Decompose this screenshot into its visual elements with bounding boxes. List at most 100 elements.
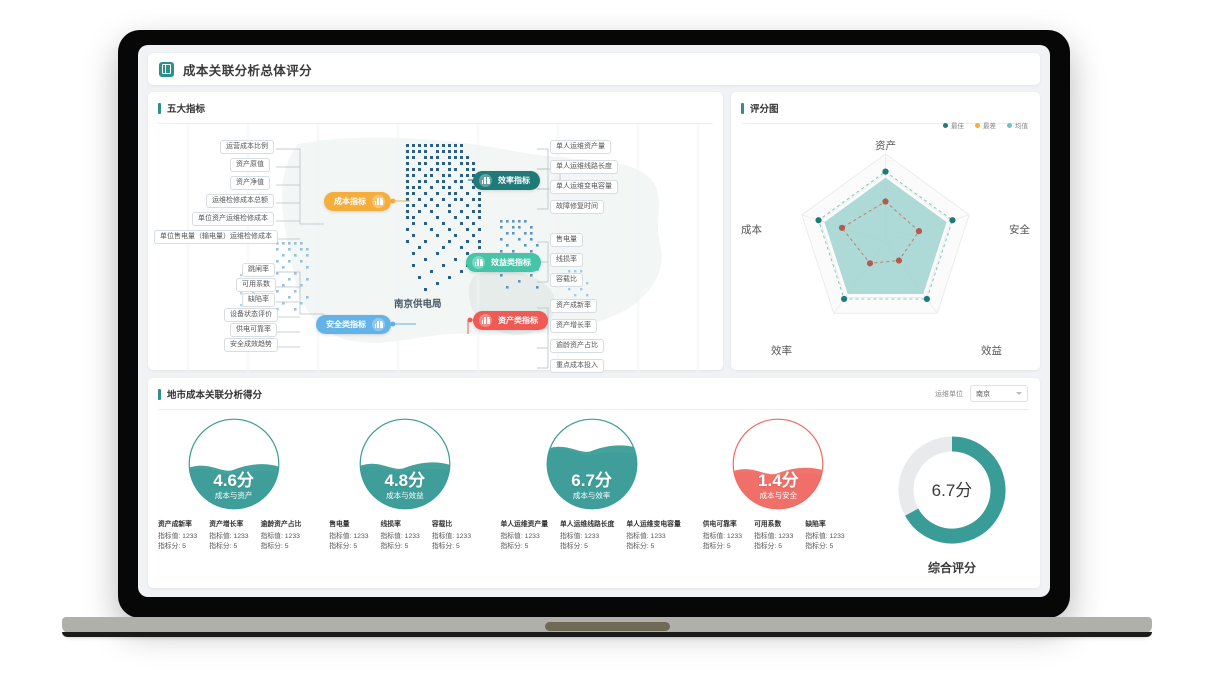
overall-score-col: 6.7分 综合评分 [864,418,1040,576]
leaf-ast-3[interactable]: 重点成本投入 [550,359,604,373]
leaf-eff-1[interactable]: 单人运维线路长度 [550,160,618,174]
node-efficiency-indicator[interactable]: 效率指标 [473,171,540,190]
stat-score: 指标分: 5 [560,543,588,551]
node-asset-indicator[interactable]: 资产类指标 [473,311,548,330]
leaf-safety-2[interactable]: 缺陷率 [242,293,275,307]
gauge-stats-1: 售电量 指标值: 1233 指标分: 5 线损率 指标值: 1233 指标分: 5 容载比指… [319,520,490,553]
bar-chart-icon [372,195,385,208]
accent-bar [158,388,161,400]
stat-score: 指标分: 5 [754,543,783,551]
accent-bar [741,102,744,114]
book-logo-icon [159,61,174,77]
leaf-ast-2[interactable]: 逾龄资产占比 [550,339,604,353]
leaf-cost-2[interactable]: 资产净值 [230,176,270,190]
leaf-cost-5[interactable]: 单位售电量（输电量）运维检修成本 [154,230,278,244]
leaf-safety-0[interactable]: 跳闸率 [242,263,275,277]
stat-name: 单人运维线路长度 [560,521,615,528]
stat-value: 指标值: 1233 [329,532,369,540]
leaf-cost-1[interactable]: 资产原值 [230,158,270,172]
leaf-cost-3[interactable]: 运维检修成本总额 [206,194,274,208]
stat-value: 指标值: 1233 [431,532,472,540]
leaf-ast-1[interactable]: 资产增长率 [550,319,597,333]
chevron-down-icon [1016,392,1022,395]
app-header: 成本关联分析总体评分 [148,53,1040,85]
stat-name: 单人运维变电容量 [626,521,681,528]
node-efficiency-label: 效率指标 [498,176,530,185]
gauge-value-1: 4.8分 [384,470,426,490]
gauge-card-2: 6.7分 成本与效率 单人运维资产量 指标值: 1233 指标分: 5 单人运维线路长度指… [490,418,692,553]
bar-chart-icon [479,314,492,327]
stat-name: 容载比 [431,521,453,528]
stat-score: 指标分: 5 [260,543,289,551]
gauge-value-3: 1.4分 [758,470,799,490]
leaf-safety-3[interactable]: 设备状态评价 [224,308,278,322]
leaf-ben-1[interactable]: 线损率 [550,253,583,267]
mindmap-section-title: 五大指标 [148,92,723,123]
stat-score: 指标分: 5 [702,543,731,551]
stat-score: 指标分: 5 [158,543,186,551]
stat-value: 指标值: 1233 [260,532,300,540]
leaf-safety-5[interactable]: 安全成效趋势 [224,338,278,352]
stat-value: 指标值: 1233 [626,532,666,540]
gauge-label-0: 成本与资产 [214,490,253,500]
stat-score: 指标分: 5 [329,543,358,551]
node-asset-label: 资产类指标 [498,316,538,325]
stat-value: 指标值: 1233 [209,532,249,540]
gauge-circle-2: 6.7分 成本与效率 [546,418,638,510]
page-title: 成本关联分析总体评分 [183,63,313,78]
stat-name: 逾龄资产占比 [260,521,302,528]
divider [158,409,1030,410]
gauge-stats-0: 资产成新率 指标值: 1233 指标分: 5 资产增长率 指标值: 1233 指标分: 5… [148,520,319,553]
scores-panel: 地市成本关联分析得分 运维单位 南京 4.6分 成本与资产 资产成新率 指标值: 12… [148,378,1040,588]
node-benefit-label: 效益类指标 [491,258,531,267]
leaf-cost-0[interactable]: 运营成本比例 [220,140,274,154]
legend-item-mean[interactable]: 均值 [1007,120,1028,130]
unit-filter: 运维单位 南京 [935,385,1028,402]
stat-item: 线损率 指标值: 1233 指标分: 5 [381,520,432,553]
node-cost-indicator[interactable]: 成本指标 [324,192,391,211]
stat-value: 指标值: 1233 [158,532,198,540]
node-benefit-indicator[interactable]: 效益类指标 [466,253,541,272]
unit-select[interactable]: 南京 [970,385,1028,402]
stat-item: 供电可靠率 指标值: 1233 指标分: 5 [703,520,754,553]
node-safety-indicator[interactable]: 安全类指标 [316,315,391,334]
radar-chart [801,153,970,314]
radar-legend: 最佳 最差 均值 [943,120,1028,130]
unit-select-value: 南京 [976,390,990,398]
leaf-eff-2[interactable]: 单人运维变电容量 [550,180,618,194]
leaf-ben-2[interactable]: 容载比 [550,273,583,287]
stat-score: 指标分: 5 [500,543,529,551]
stat-value: 指标值: 1233 [560,532,600,540]
stat-value: 指标值: 1233 [380,532,420,540]
gauge-label-2: 成本与效率 [572,490,611,500]
gauge-circle-1: 4.8分 成本与效益 [359,418,451,510]
stat-name: 资产成新率 [158,521,192,528]
leaf-safety-4[interactable]: 供电可靠率 [230,323,277,337]
connector-dot [390,321,396,327]
stat-item: 售电量 指标值: 1233 指标分: 5 [329,520,380,553]
leaf-cost-4[interactable]: 单位资产运维检修成本 [192,212,274,226]
leaf-safety-1[interactable]: 可用系数 [236,278,276,292]
stat-item: 单人运维线路长度 指标值: 1233 指标分: 5 [560,520,626,553]
gauge-card-1: 4.8分 成本与效益 售电量 指标值: 1233 指标分: 5 线损率 指标值: 1233 指… [319,418,490,553]
stat-item: 逾龄资产占比 指标值: 1233 指标分: 5 [261,520,314,553]
stat-score: 指标分: 5 [626,543,655,551]
connector-dot [467,317,473,323]
node-safety-label: 安全类指标 [326,320,366,329]
divider [158,123,713,124]
stat-name: 单人运维资产量 [500,521,549,528]
svg-text:6.7分: 6.7分 [932,481,973,500]
leaf-ast-0[interactable]: 资产成新率 [550,299,597,313]
stat-value: 指标值: 1233 [500,532,540,540]
legend-item-best[interactable]: 最佳 [943,120,964,130]
leaf-eff-0[interactable]: 单人运维资产量 [550,140,611,154]
node-cost-label: 成本指标 [334,197,366,206]
gauge-circle-0: 4.6分 成本与资产 [188,418,280,510]
leaf-ben-0[interactable]: 售电量 [550,233,583,247]
gauge-circle-3: 1.4分 成本与安全 [732,418,824,510]
divider [741,123,1030,124]
gauge-value-2: 6.7分 [571,470,612,490]
leaf-eff-3[interactable]: 故障修复时间 [550,200,604,214]
legend-item-worst[interactable]: 最差 [975,120,996,130]
stat-item: 资产增长率 指标值: 1233 指标分: 5 [209,520,260,553]
